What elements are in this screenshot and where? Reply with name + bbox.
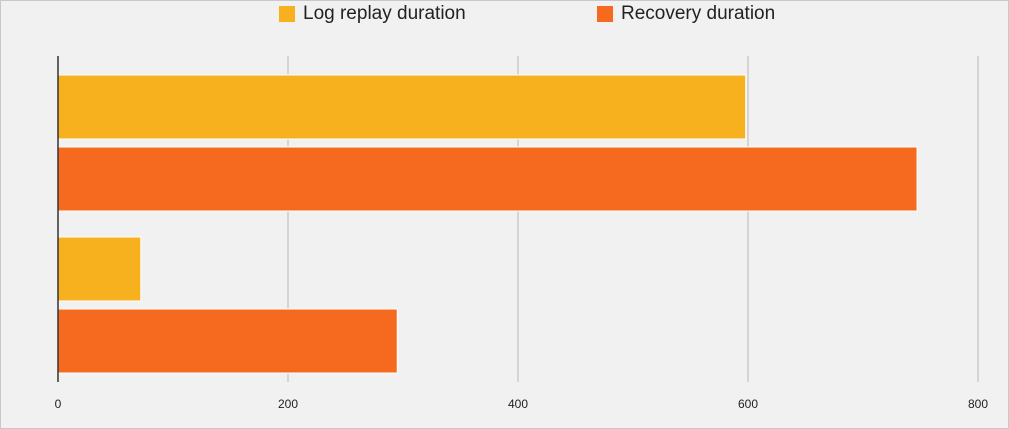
legend-item-log-replay: Log replay duration — [279, 3, 466, 25]
x-tick-label-0: 0 — [55, 397, 62, 411]
x-tick-label-800: 800 — [968, 397, 988, 411]
bar-recovery-1 — [57, 146, 918, 212]
legend-swatch-log-replay — [279, 6, 295, 22]
bar-recovery-2 — [57, 308, 398, 374]
bar-log-replay-1 — [57, 74, 747, 140]
legend-item-recovery: Recovery duration — [597, 3, 775, 25]
legend-label-log-replay: Log replay duration — [303, 3, 466, 24]
x-tick-label-600: 600 — [738, 397, 758, 411]
x-tick-label-200: 200 — [278, 397, 298, 411]
bar-log-replay-2 — [57, 236, 142, 302]
legend-swatch-recovery — [597, 6, 613, 22]
x-tick-label-400: 400 — [508, 397, 528, 411]
legend: Log replay duration Recovery duration — [1, 3, 1009, 27]
legend-label-recovery: Recovery duration — [621, 3, 776, 24]
